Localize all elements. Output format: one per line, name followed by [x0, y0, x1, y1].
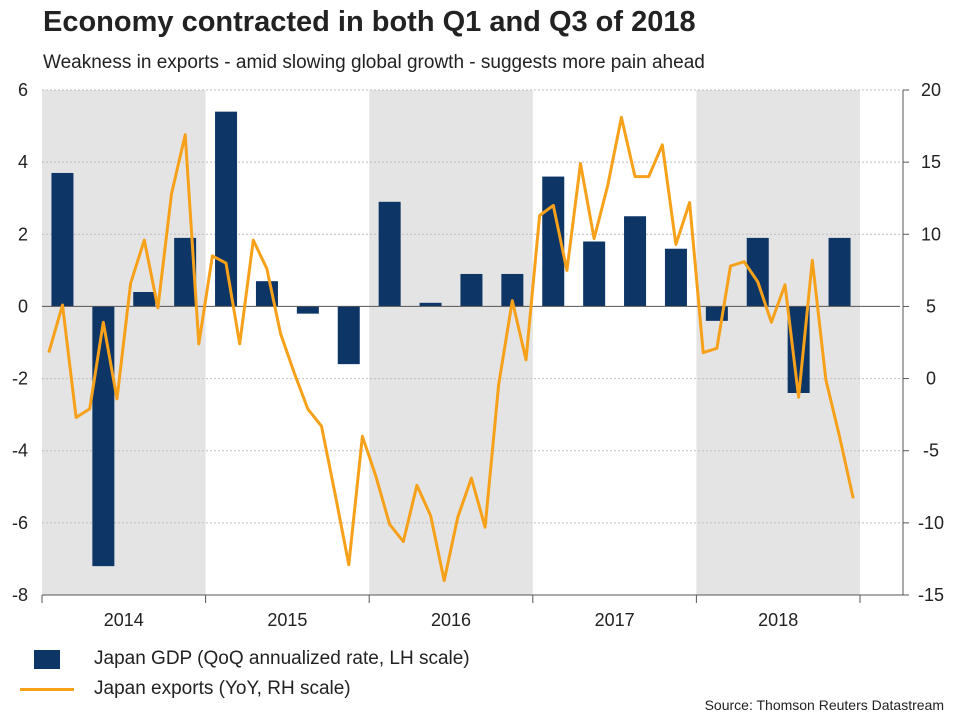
gdp-bar	[174, 237, 197, 307]
year-label-2014: 2014	[104, 610, 144, 630]
right-tick-label: -5	[923, 441, 939, 461]
right-tick-label: 0	[926, 369, 936, 389]
left-tick-label: -2	[12, 369, 28, 389]
right-tick-label: 20	[921, 80, 941, 100]
shaded-year-2018	[696, 90, 860, 595]
year-label-2016: 2016	[431, 610, 471, 630]
gdp-bar	[378, 201, 401, 307]
gdp-bar	[746, 237, 769, 307]
left-tick-label: 0	[18, 296, 28, 316]
left-tick-label: -8	[12, 585, 28, 605]
legend-label-gdp: Japan GDP (QoQ annualized rate, LH scale…	[94, 648, 470, 669]
gdp-bar	[583, 241, 606, 307]
gdp-bar	[624, 216, 647, 307]
right-tick-label: 5	[926, 296, 936, 316]
shaded-year-2016	[369, 90, 533, 595]
left-tick-label: -4	[12, 441, 28, 461]
gdp-bar	[664, 248, 687, 307]
legend-swatch-exports	[20, 687, 74, 691]
gdp-bar	[215, 111, 238, 307]
year-label-2018: 2018	[758, 610, 798, 630]
chart-subtitle: Weakness in exports - amid slowing globa…	[43, 52, 705, 73]
gdp-bar	[337, 306, 360, 365]
left-tick-label: 4	[18, 152, 28, 172]
legend-item-gdp: Japan GDP (QoQ annualized rate, LH scale…	[20, 644, 470, 674]
gdp-bar	[51, 172, 74, 307]
legend-swatch-gdp	[34, 649, 60, 669]
left-tick-label: -6	[12, 513, 28, 533]
right-tick-label: -10	[918, 513, 944, 533]
right-tick-label: 10	[921, 224, 941, 244]
gdp-bar	[92, 306, 115, 567]
right-tick-label: 15	[921, 152, 941, 172]
gdp-bar	[460, 273, 483, 307]
gdp-bar	[133, 292, 156, 307]
exports-line	[47, 115, 855, 583]
source-note: Source: Thomson Reuters Datastream	[704, 697, 944, 713]
legend: Japan GDP (QoQ annualized rate, LH scale…	[20, 644, 470, 704]
gdp-bar	[501, 273, 524, 307]
right-tick-label: -15	[918, 585, 944, 605]
left-tick-label: 6	[18, 80, 28, 100]
legend-item-exports: Japan exports (YoY, RH scale)	[20, 674, 470, 704]
year-label-2017: 2017	[595, 610, 635, 630]
left-tick-label: 2	[18, 224, 28, 244]
year-label-2015: 2015	[267, 610, 307, 630]
gdp-bar	[419, 302, 442, 307]
legend-label-exports: Japan exports (YoY, RH scale)	[94, 678, 351, 699]
gdp-bar	[296, 306, 319, 314]
gdp-bar	[828, 237, 851, 307]
chart-title: Economy contracted in both Q1 and Q3 of …	[43, 6, 696, 38]
